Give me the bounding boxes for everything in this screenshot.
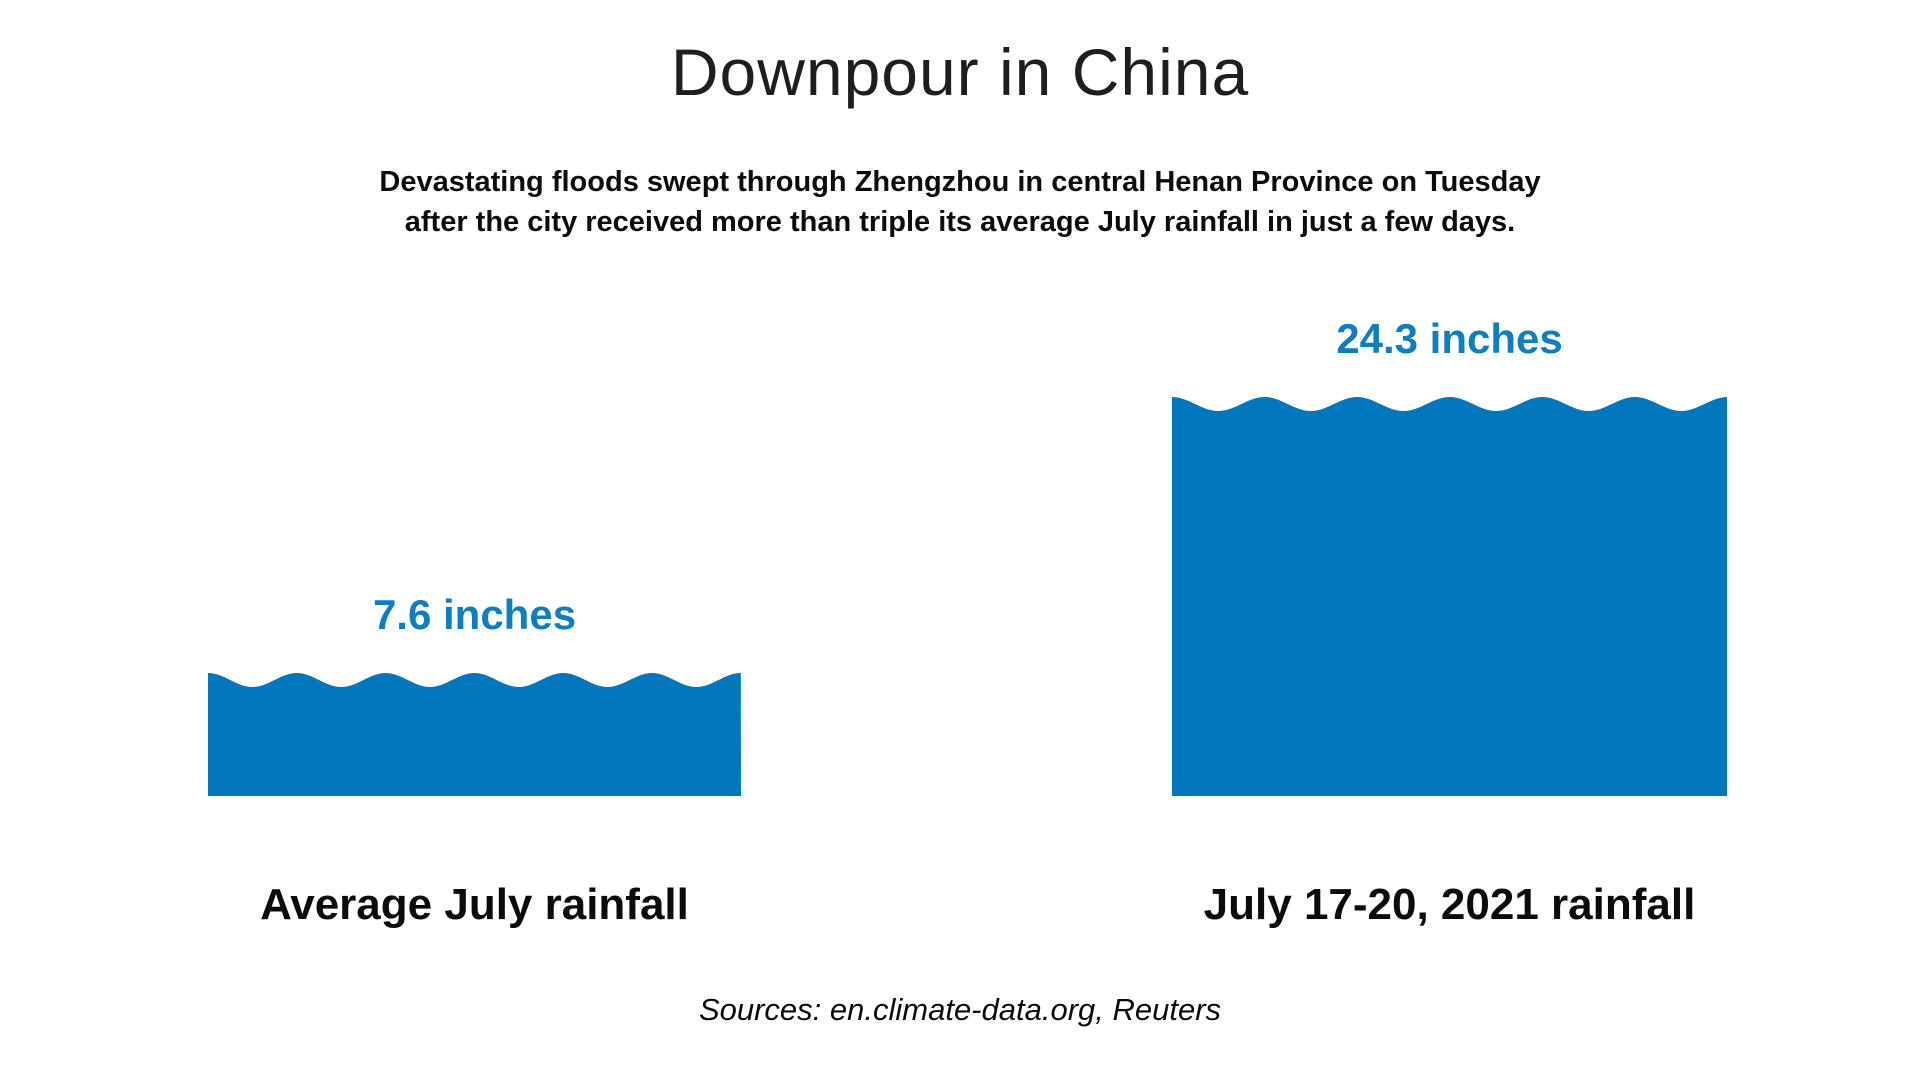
water-bar-average-july — [208, 673, 741, 796]
chart-subtitle-line2: after the city received more than triple… — [404, 206, 1516, 238]
source-note: Sources: en.climate-data.org, Reuters — [698, 992, 1222, 1027]
category-label-average-july: Average July rainfall — [260, 880, 689, 929]
value-label-average-july: 7.6 inches — [372, 591, 577, 638]
chart-subtitle: Devastating floods swept through Zhengzh… — [0, 162, 1920, 242]
chart-title: Downpour in China — [670, 35, 1250, 109]
water-bar-july-2021 — [1172, 397, 1727, 796]
category-label-july-2021: July 17-20, 2021 rainfall — [1203, 880, 1696, 929]
chart-subtitle-line1: Devastating floods swept through Zhengzh… — [379, 166, 1541, 198]
bar-group-average-july: 7.6 inches — [208, 591, 741, 796]
bar-group-july-2021: 24.3 inches — [1172, 315, 1727, 796]
value-label-july-2021: 24.3 inches — [1336, 315, 1563, 362]
